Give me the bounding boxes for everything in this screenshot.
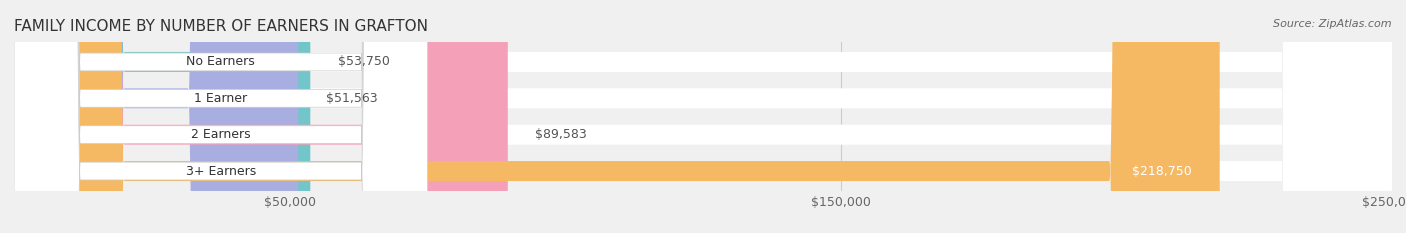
FancyBboxPatch shape: [14, 0, 427, 233]
Text: 2 Earners: 2 Earners: [191, 128, 250, 141]
Text: 1 Earner: 1 Earner: [194, 92, 247, 105]
Text: 3+ Earners: 3+ Earners: [186, 164, 256, 178]
FancyBboxPatch shape: [14, 0, 298, 233]
FancyBboxPatch shape: [14, 0, 1219, 233]
FancyBboxPatch shape: [14, 0, 1392, 233]
Text: $89,583: $89,583: [536, 128, 588, 141]
FancyBboxPatch shape: [14, 0, 1392, 233]
FancyBboxPatch shape: [14, 0, 427, 233]
Text: FAMILY INCOME BY NUMBER OF EARNERS IN GRAFTON: FAMILY INCOME BY NUMBER OF EARNERS IN GR…: [14, 19, 427, 34]
Text: $218,750: $218,750: [1132, 164, 1192, 178]
Text: $51,563: $51,563: [326, 92, 377, 105]
FancyBboxPatch shape: [14, 0, 508, 233]
FancyBboxPatch shape: [14, 0, 1392, 233]
FancyBboxPatch shape: [14, 0, 1392, 233]
Text: $53,750: $53,750: [337, 55, 389, 69]
FancyBboxPatch shape: [14, 0, 311, 233]
Text: Source: ZipAtlas.com: Source: ZipAtlas.com: [1274, 19, 1392, 29]
FancyBboxPatch shape: [14, 0, 427, 233]
FancyBboxPatch shape: [14, 0, 427, 233]
Text: No Earners: No Earners: [187, 55, 254, 69]
